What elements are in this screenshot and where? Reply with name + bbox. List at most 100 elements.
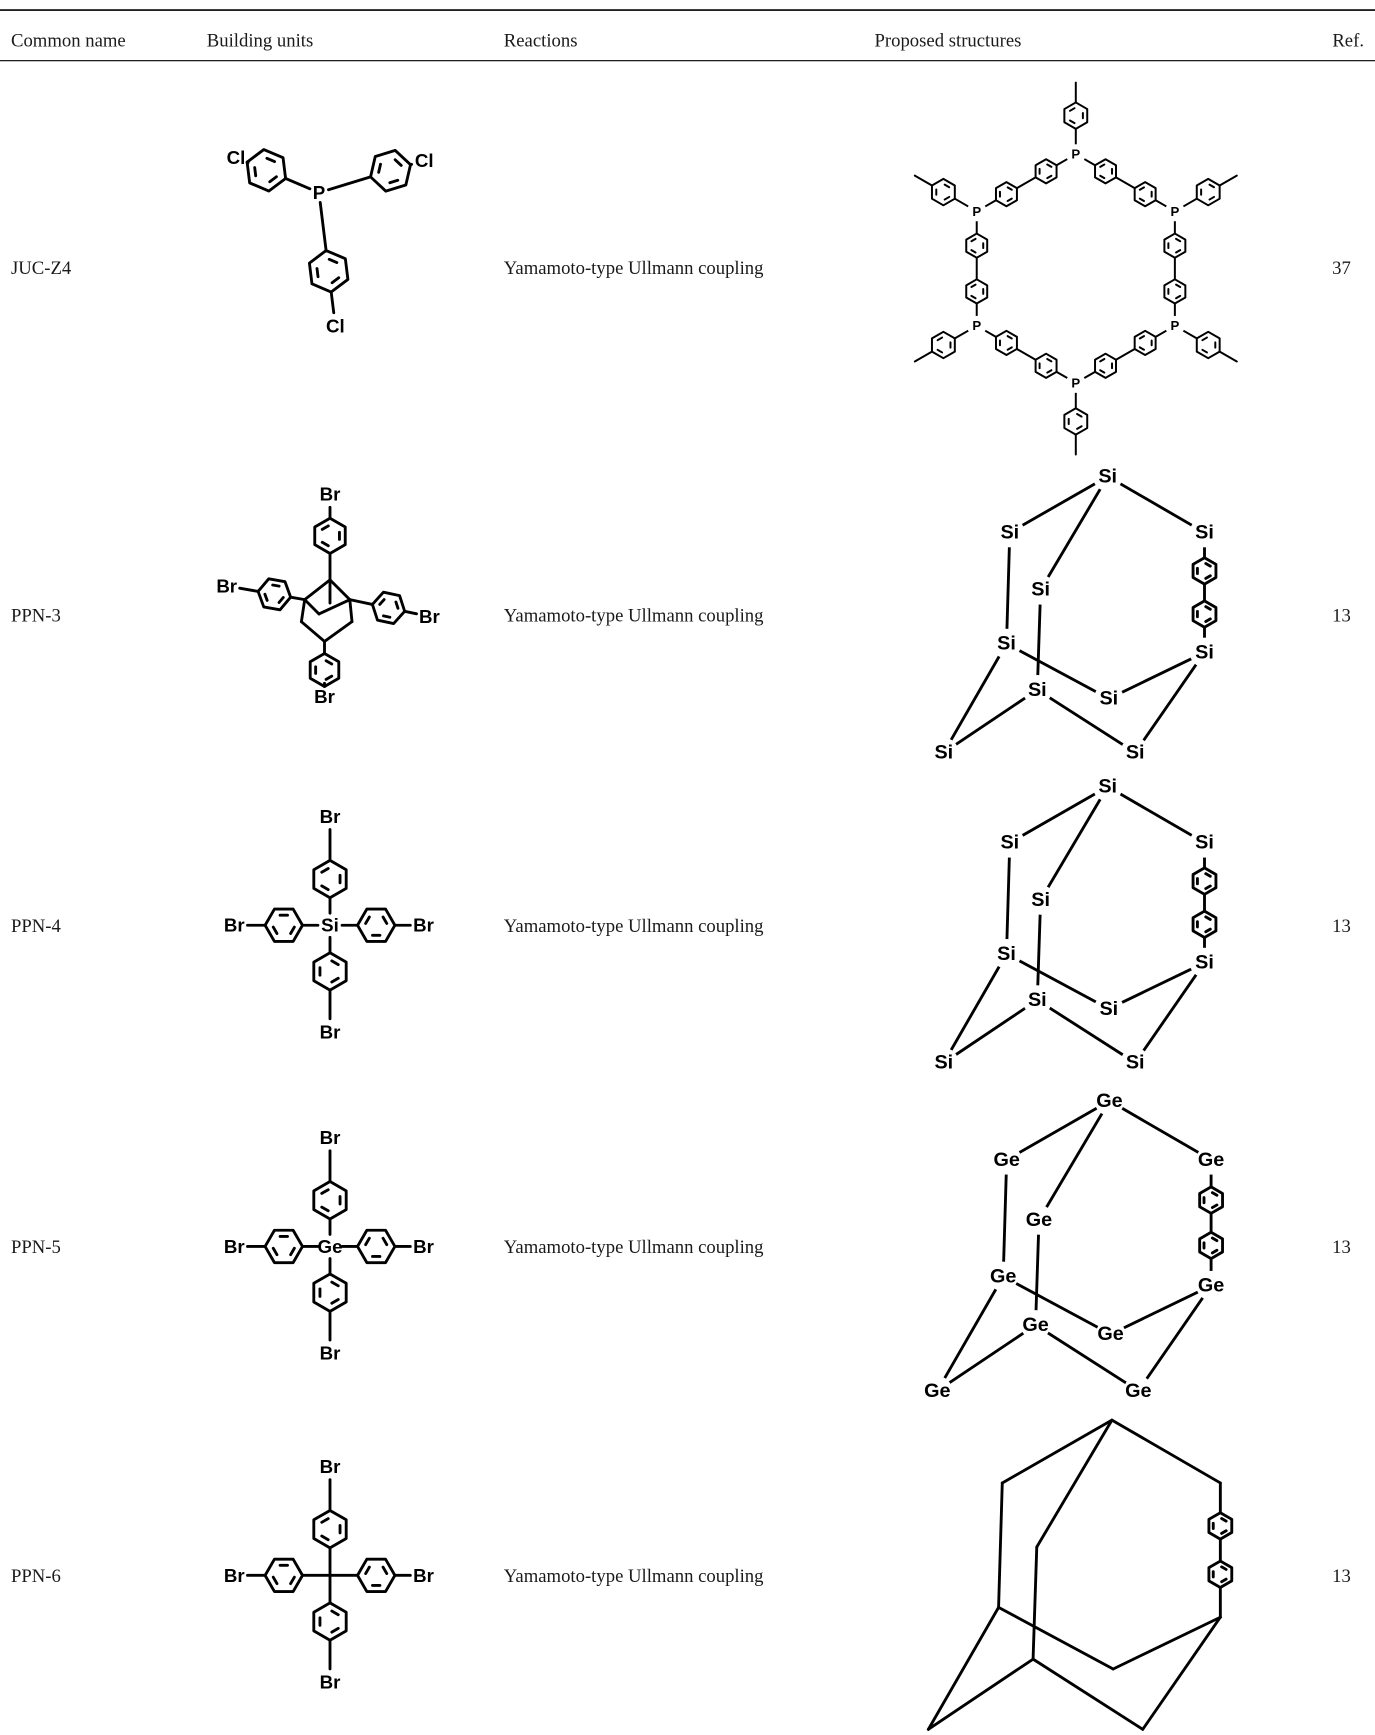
atom-mask — [1022, 985, 1053, 1015]
atom-label: P — [1170, 318, 1179, 333]
bond — [381, 1565, 389, 1575]
bond — [1204, 562, 1212, 568]
atom-label: Ge — [1022, 1314, 1048, 1336]
bond — [1035, 1418, 1114, 1549]
benzene-ring — [312, 1272, 348, 1313]
bond — [378, 598, 386, 606]
bond — [1001, 1275, 1113, 1336]
benzene-ring — [1034, 158, 1058, 185]
bond — [1005, 841, 1012, 956]
benzene-ring — [994, 329, 1018, 357]
bond — [1111, 1615, 1222, 1671]
bond — [926, 1657, 1035, 1731]
bond — [318, 201, 328, 252]
bond — [942, 642, 1008, 754]
atom-label: Si — [1195, 832, 1214, 854]
substituent-label: Br — [320, 1456, 341, 1477]
bond — [1046, 357, 1053, 363]
ref: 13 — [1332, 1237, 1351, 1258]
benzene-ring — [312, 951, 348, 992]
bond — [1000, 1418, 1114, 1485]
atom-mask — [928, 737, 959, 768]
bond — [1220, 1565, 1228, 1571]
bond — [1133, 961, 1206, 1065]
bond — [303, 578, 332, 602]
atom-mask — [966, 201, 987, 222]
atom-mask — [1189, 947, 1220, 978]
bond — [1015, 347, 1037, 361]
atom-mask — [1095, 1319, 1126, 1350]
bond — [1115, 347, 1136, 361]
benzene-ring — [1191, 909, 1218, 939]
atom-mask — [1092, 461, 1123, 492]
bond — [320, 867, 330, 874]
atom-label: Ge — [924, 1380, 950, 1402]
atom-label: Si — [1126, 742, 1145, 764]
bond — [324, 659, 334, 666]
atom-mask — [988, 1261, 1019, 1292]
benzene-ring — [263, 907, 304, 943]
atom-mask — [1164, 315, 1185, 336]
atom-mask — [1094, 1086, 1125, 1116]
atom-label: Si — [1000, 522, 1019, 544]
atom-mask — [994, 517, 1025, 548]
bond — [1201, 336, 1208, 342]
substituent-label: Br — [224, 1565, 245, 1586]
bond — [970, 249, 977, 254]
bond — [364, 915, 371, 925]
ref: 13 — [1332, 1566, 1351, 1587]
benzene-ring — [313, 516, 347, 555]
bond — [393, 158, 403, 167]
bond — [284, 177, 312, 191]
bond — [1031, 1545, 1039, 1661]
bond — [1133, 651, 1206, 754]
atom-mask — [991, 628, 1022, 659]
bond — [348, 598, 374, 606]
bond — [271, 583, 281, 588]
column-header: Reactions — [504, 30, 578, 51]
atom-label: Si — [934, 1052, 953, 1074]
substituent-label: Br — [224, 915, 245, 936]
benzene-ring — [312, 1601, 348, 1642]
common-name: PPN-6 — [11, 1566, 61, 1587]
benzene-ring — [1094, 352, 1117, 379]
bond — [1107, 961, 1206, 1011]
bond — [970, 294, 977, 300]
bond — [913, 350, 933, 363]
ref: 13 — [1332, 606, 1351, 627]
bond — [394, 600, 400, 610]
common-name: JUC-Z4 — [11, 258, 72, 279]
bond — [1076, 413, 1083, 418]
atom-label: Si — [1031, 579, 1050, 601]
bond — [299, 598, 307, 624]
bond — [1046, 163, 1053, 168]
substituent-label: Br — [320, 806, 341, 827]
bond — [364, 1565, 371, 1575]
atom-mask — [1189, 637, 1220, 668]
benzene-ring — [1195, 177, 1221, 207]
atom-label: Si — [1195, 522, 1214, 544]
bond — [942, 998, 1039, 1065]
bond — [277, 596, 285, 604]
benzene-ring — [1163, 278, 1187, 305]
benzene-ring — [356, 1228, 397, 1265]
bond — [327, 175, 372, 192]
bond — [942, 688, 1039, 754]
bond — [1006, 186, 1013, 191]
substituent-label: Cl — [415, 150, 434, 171]
bond — [1068, 107, 1076, 112]
bond — [329, 290, 336, 315]
bond — [324, 674, 334, 681]
atom-label: Si — [1031, 889, 1050, 911]
benzene-ring — [369, 148, 412, 193]
benzene-ring — [245, 148, 288, 193]
bond — [1138, 197, 1145, 203]
bond — [1220, 1529, 1228, 1535]
benzene-ring — [356, 1557, 397, 1593]
bond — [330, 1280, 340, 1288]
substituent-label: Br — [413, 915, 434, 936]
atom-label: P — [972, 204, 981, 219]
bond — [1005, 642, 1111, 701]
bond — [364, 1236, 371, 1247]
